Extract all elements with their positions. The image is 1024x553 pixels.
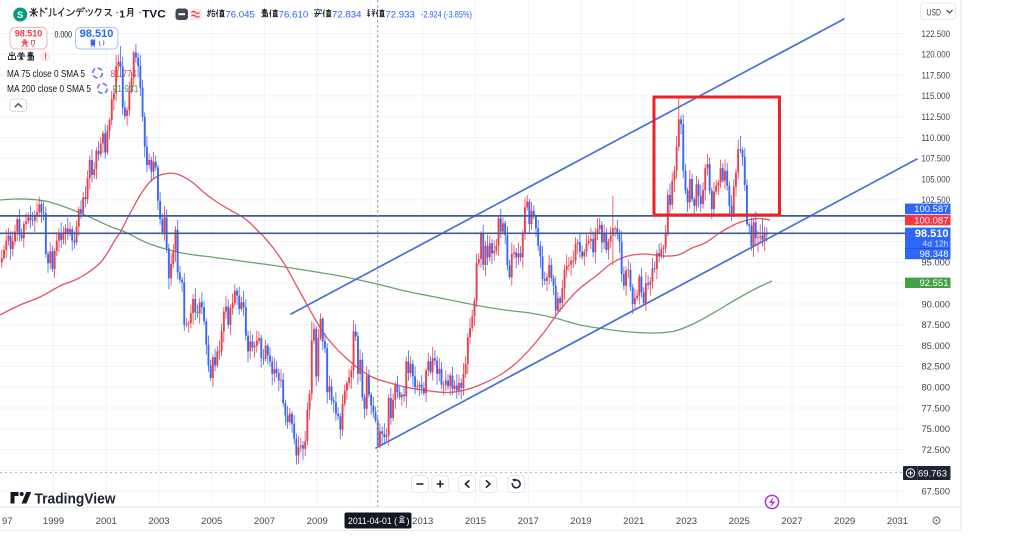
svg-text:2009: 2009: [307, 516, 328, 527]
svg-text:81.774: 81.774: [111, 69, 137, 80]
svg-text:4d 12h: 4d 12h: [923, 239, 949, 249]
svg-text:95.000: 95.000: [922, 258, 951, 269]
svg-text:2001: 2001: [96, 516, 117, 527]
svg-text:117.500: 117.500: [922, 70, 951, 81]
svg-text:72.500: 72.500: [922, 445, 951, 456]
svg-text:2003: 2003: [148, 516, 169, 527]
svg-text:77.500: 77.500: [922, 403, 951, 414]
svg-text:2021: 2021: [623, 516, 644, 527]
svg-text:72.834: 72.834: [332, 9, 362, 20]
svg-text:107.500: 107.500: [922, 154, 951, 165]
svg-text:91.931: 91.931: [113, 84, 139, 95]
svg-text:72.933: 72.933: [385, 9, 415, 20]
svg-text:92.551: 92.551: [919, 278, 948, 289]
svg-text:76.045: 76.045: [225, 9, 255, 20]
svg-text:-2.924 (-3.85%): -2.924 (-3.85%): [421, 9, 472, 20]
svg-text:2005: 2005: [201, 516, 222, 527]
svg-text:2015: 2015: [465, 516, 486, 527]
svg-text:1: 1: [119, 8, 125, 20]
svg-text:69.763: 69.763: [918, 468, 947, 479]
svg-text:98.510: 98.510: [15, 29, 43, 40]
svg-text:2031: 2031: [887, 516, 908, 527]
svg-text:): ): [407, 516, 410, 526]
svg-text:0.000: 0.000: [55, 30, 73, 40]
svg-text:S: S: [17, 10, 23, 21]
svg-text:MA 75 close 0 SMA 5: MA 75 close 0 SMA 5: [7, 69, 85, 80]
svg-text:98.510: 98.510: [80, 28, 114, 40]
svg-text:122.500: 122.500: [922, 29, 951, 40]
svg-text:USD: USD: [927, 7, 942, 17]
svg-text:TradingView: TradingView: [35, 492, 117, 508]
svg-text:85.000: 85.000: [922, 341, 951, 352]
svg-text:2029: 2029: [834, 516, 855, 527]
svg-text:100.587: 100.587: [914, 204, 948, 215]
svg-text:115.000: 115.000: [922, 91, 951, 102]
svg-text:97: 97: [2, 516, 13, 527]
svg-text:2007: 2007: [254, 516, 275, 527]
svg-text:2013: 2013: [412, 516, 433, 527]
svg-text:2023: 2023: [676, 516, 697, 527]
svg-text:67.500: 67.500: [922, 487, 951, 498]
svg-text:76.610: 76.610: [279, 9, 309, 20]
svg-text:2025: 2025: [729, 516, 750, 527]
svg-text:87.500: 87.500: [922, 320, 951, 331]
svg-text:!: !: [44, 52, 47, 62]
svg-text:110.000: 110.000: [922, 133, 951, 144]
svg-text:TVC: TVC: [142, 8, 166, 20]
svg-text:82.500: 82.500: [922, 362, 951, 373]
svg-text:MA 200 close 0 SMA 5: MA 200 close 0 SMA 5: [7, 84, 91, 95]
svg-text:105.000: 105.000: [922, 174, 951, 185]
svg-text:1999: 1999: [43, 516, 64, 527]
svg-text:75.000: 75.000: [922, 424, 951, 435]
svg-text:90.000: 90.000: [922, 299, 951, 310]
svg-text:112.500: 112.500: [922, 112, 951, 123]
svg-text:2027: 2027: [781, 516, 802, 527]
svg-text:80.000: 80.000: [922, 382, 951, 393]
svg-text:2011-04-01 (: 2011-04-01 (: [348, 516, 397, 526]
svg-text:102.500: 102.500: [922, 195, 951, 206]
svg-text:2019: 2019: [570, 516, 591, 527]
svg-text:2017: 2017: [518, 516, 539, 527]
svg-text:100.087: 100.087: [914, 215, 948, 226]
svg-text:98.348: 98.348: [919, 249, 948, 260]
svg-text:120.000: 120.000: [922, 50, 951, 61]
svg-text:98.510: 98.510: [915, 228, 949, 240]
